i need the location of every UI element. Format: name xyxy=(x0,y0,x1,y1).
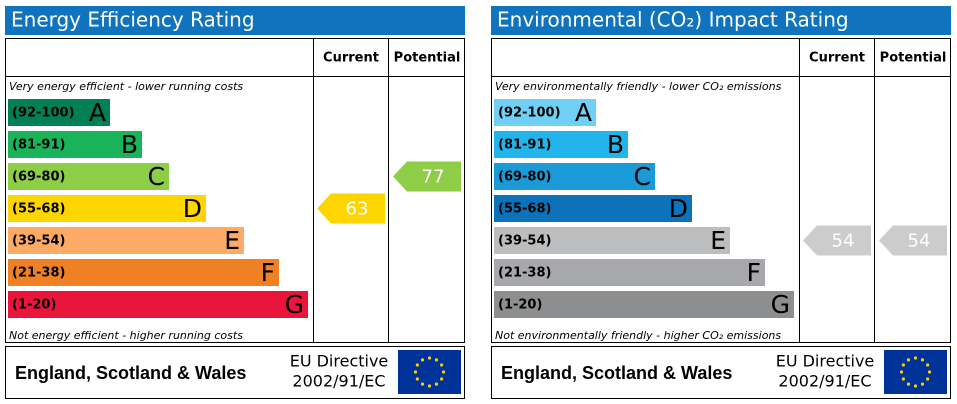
rating-arrow xyxy=(803,225,871,256)
band-range: (1-20) xyxy=(498,298,542,313)
rating-band xyxy=(8,227,244,254)
eu-star xyxy=(913,384,918,388)
eu-star xyxy=(415,363,419,367)
rating-arrow xyxy=(317,193,385,224)
band-range: (69-80) xyxy=(12,170,65,185)
rating-arrow xyxy=(879,225,947,256)
band-letter: G xyxy=(285,290,304,319)
panel-title: Environmental (CO₂) Impact Rating xyxy=(497,8,849,32)
rating-value: 77 xyxy=(422,167,445,188)
footer-directive: EU Directive xyxy=(776,352,875,371)
footer-box xyxy=(5,346,465,399)
eu-star xyxy=(920,358,925,362)
eu-star xyxy=(441,370,446,374)
column-header: Potential xyxy=(394,51,461,66)
eu-star xyxy=(927,370,932,374)
rating-value: 63 xyxy=(346,199,369,220)
rating-band xyxy=(494,131,628,158)
footer-directive: 2002/91/EC xyxy=(778,372,871,391)
main-box xyxy=(5,38,465,343)
eu-star xyxy=(901,377,905,381)
eu-star xyxy=(926,377,930,381)
rating-band xyxy=(8,291,308,318)
footer-region: England, Scotland & Wales xyxy=(501,363,732,383)
column-header: Current xyxy=(323,51,379,66)
band-letter: A xyxy=(575,98,592,127)
rating-band xyxy=(8,259,279,286)
rating-panel: Environmental (CO₂) Impact Rating Current… xyxy=(491,6,951,399)
rating-panel: Energy Efficiency Rating Current Potential… xyxy=(5,6,465,399)
band-range: (92-100) xyxy=(12,106,75,121)
band-range: (81-91) xyxy=(498,138,551,153)
eu-star xyxy=(906,382,911,386)
eu-star xyxy=(434,358,439,362)
eu-star xyxy=(434,382,439,386)
eu-star xyxy=(420,382,425,386)
band-letter: D xyxy=(183,194,202,223)
eu-star xyxy=(920,382,925,386)
rating-band xyxy=(494,99,596,126)
rating-band xyxy=(494,291,794,318)
band-range: (92-100) xyxy=(498,106,561,121)
band-range: (21-38) xyxy=(498,266,551,281)
band-range: (55-68) xyxy=(12,202,65,217)
eu-star xyxy=(440,363,444,367)
title-bar xyxy=(491,6,951,35)
band-letter: E xyxy=(710,226,726,255)
column-header: Current xyxy=(809,51,865,66)
top-note: Very energy efficient - lower running co… xyxy=(9,80,243,93)
band-range: (69-80) xyxy=(498,170,551,185)
band-letter: G xyxy=(771,290,790,319)
band-range: (55-68) xyxy=(498,202,551,217)
main-box xyxy=(491,38,951,343)
rating-band xyxy=(494,163,655,190)
band-letter: E xyxy=(224,226,240,255)
band-letter: F xyxy=(261,258,275,287)
column-header: Potential xyxy=(880,51,947,66)
rating-band xyxy=(8,163,169,190)
band-letter: B xyxy=(607,130,624,159)
eu-star xyxy=(899,370,904,374)
rating-band xyxy=(8,99,110,126)
rating-band xyxy=(8,195,206,222)
bottom-note: Not energy efficient - higher running co… xyxy=(9,329,243,342)
eu-star xyxy=(427,384,432,388)
eu-star xyxy=(926,363,930,367)
panel-title: Energy Efficiency Rating xyxy=(11,8,255,32)
rating-band xyxy=(494,227,730,254)
band-letter: B xyxy=(121,130,138,159)
band-letter: A xyxy=(89,98,106,127)
band-range: (21-38) xyxy=(12,266,65,281)
band-range: (1-20) xyxy=(12,298,56,313)
band-letter: D xyxy=(669,194,688,223)
title-bar xyxy=(5,6,465,35)
rating-band xyxy=(494,259,765,286)
band-range: (39-54) xyxy=(12,234,65,249)
rating-band xyxy=(8,131,142,158)
band-letter: C xyxy=(148,162,165,191)
eu-star xyxy=(415,377,419,381)
eu-star xyxy=(913,356,918,360)
rating-value: 54 xyxy=(832,231,855,252)
rating-arrow xyxy=(393,161,461,192)
band-range: (39-54) xyxy=(498,234,551,249)
top-note: Very environmentally friendly - lower CO… xyxy=(495,80,782,93)
footer-directive: 2002/91/EC xyxy=(292,372,385,391)
bottom-note: Not environmentally friendly - higher CO… xyxy=(495,329,781,342)
footer-region: England, Scotland & Wales xyxy=(15,363,246,383)
eu-star xyxy=(427,356,432,360)
eu-star xyxy=(440,377,444,381)
band-letter: C xyxy=(634,162,651,191)
rating-value: 54 xyxy=(908,231,931,252)
eu-star xyxy=(906,358,911,362)
footer-directive: EU Directive xyxy=(290,352,389,371)
rating-band xyxy=(494,195,692,222)
eu-star xyxy=(901,363,905,367)
footer-box xyxy=(491,346,951,399)
eu-star xyxy=(420,358,425,362)
eu-star xyxy=(413,370,418,374)
band-range: (81-91) xyxy=(12,138,65,153)
band-letter: F xyxy=(747,258,761,287)
